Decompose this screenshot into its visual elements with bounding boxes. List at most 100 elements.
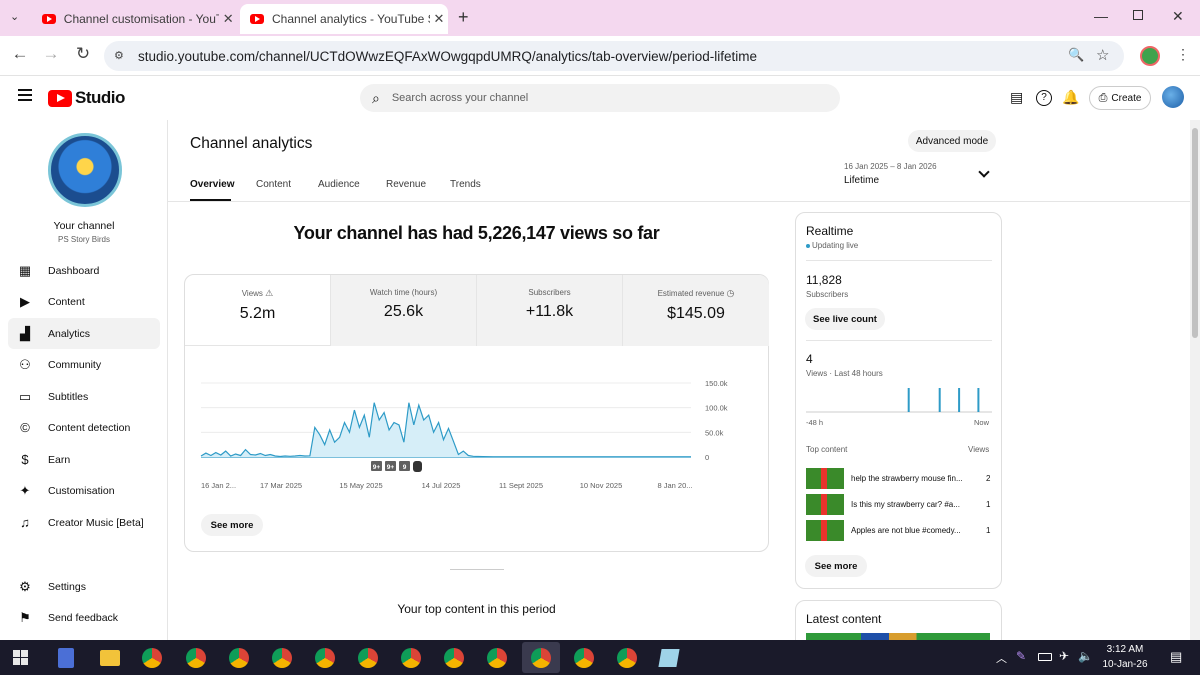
calculator-icon[interactable] xyxy=(58,648,74,668)
page-scrollbar[interactable] xyxy=(1190,120,1200,640)
tab-content[interactable]: Content xyxy=(256,179,292,190)
views-headline: Your channel has had 5,226,147 views so … xyxy=(293,223,660,243)
tab-audience[interactable]: Audience xyxy=(318,179,360,190)
top-content-row[interactable]: help the strawberry mouse fin... 2 xyxy=(806,468,992,490)
hamburger-menu-icon[interactable] xyxy=(18,89,32,101)
realtime-card: Realtime Updating live 11,828 Subscriber… xyxy=(795,212,1002,589)
chrome-profile-icon[interactable] xyxy=(531,648,551,668)
close-tab-icon[interactable]: ✕ xyxy=(433,11,445,26)
create-button[interactable]: ⎙ Create xyxy=(1089,86,1151,110)
realtime-views-chart[interactable] xyxy=(806,383,992,413)
top-content-row[interactable]: Apples are not blue #comedy... 1 xyxy=(806,520,992,542)
sidebar-item-label: Subtitles xyxy=(48,390,89,403)
chrome-profile-icon[interactable] xyxy=(487,648,507,668)
file-explorer-icon[interactable] xyxy=(100,650,120,666)
y-tick-label: 150.0k xyxy=(705,379,728,388)
channel-avatar[interactable] xyxy=(48,133,122,207)
notification-center-icon[interactable]: ▤ xyxy=(1170,649,1183,664)
metric-label: Watch time (hours) xyxy=(369,288,438,297)
tab-overview[interactable]: Overview xyxy=(190,179,235,190)
studio-logo[interactable]: Studio xyxy=(48,88,125,108)
clock-icon: ◷ xyxy=(726,288,735,298)
chrome-profile-icon[interactable] xyxy=(444,648,464,668)
restore-icon[interactable] xyxy=(1133,10,1143,20)
sidebar-item-creator-music[interactable]: ♫ Creator Music [Beta] xyxy=(8,507,160,538)
tab-channel-analytics[interactable]: Channel analytics - YouTube Studio ✕ xyxy=(240,4,448,34)
period-selector[interactable]: 16 Jan 2025 – 8 Jan 2026 Lifetime xyxy=(844,162,994,192)
url-field[interactable]: ⚙ studio.youtube.com/channel/UCTdOWwzEQF… xyxy=(104,41,1124,71)
channel-search-input[interactable]: ⌕ Search across your channel xyxy=(360,84,840,112)
zoom-icon[interactable]: 🔍 xyxy=(1068,47,1085,62)
profile-avatar-icon[interactable] xyxy=(1140,46,1160,66)
network-icon[interactable]: ✈ xyxy=(1059,649,1070,663)
close-window-icon[interactable]: ✕ xyxy=(1172,8,1184,24)
chrome-profile-icon[interactable] xyxy=(617,648,637,668)
chrome-profile-icon[interactable] xyxy=(315,648,335,668)
metric-value: 5.2m xyxy=(239,305,276,322)
battery-icon[interactable] xyxy=(1038,653,1052,661)
sidebar-item-subtitles[interactable]: ▭ Subtitles xyxy=(8,381,160,412)
top-content-row[interactable]: Is this my strawberry car? #a... 1 xyxy=(806,494,992,516)
metric-revenue[interactable]: Estimated revenue ◷ $145.09 xyxy=(623,275,769,346)
tab-channel-customisation[interactable]: Channel customisation - YouTube Studio ✕ xyxy=(32,4,237,34)
reload-icon[interactable]: ↻ xyxy=(75,44,91,63)
new-tab-button[interactable]: + xyxy=(458,7,469,27)
close-tab-icon[interactable]: ✕ xyxy=(222,11,234,26)
sidebar-item-content[interactable]: ▶ Content xyxy=(8,286,160,317)
overview-see-more-button[interactable]: See more xyxy=(201,514,263,536)
windows-start-icon[interactable] xyxy=(13,650,28,665)
sidebar-item-dashboard[interactable]: ▦ Dashboard xyxy=(8,255,160,286)
tab-revenue[interactable]: Revenue xyxy=(386,179,427,190)
chrome-profile-icon[interactable] xyxy=(574,648,594,668)
metric-views[interactable]: Views ⚠ 5.2m xyxy=(185,275,331,346)
account-avatar[interactable] xyxy=(1162,86,1184,108)
volume-icon[interactable]: 🔈 xyxy=(1078,649,1093,663)
chrome-profile-icon[interactable] xyxy=(401,648,421,668)
pen-icon[interactable]: ✎ xyxy=(1016,649,1027,663)
tab-title: Channel customisation - YouTube Studio xyxy=(63,12,220,26)
content-marker[interactable]: 9+ xyxy=(371,461,382,471)
site-info-icon[interactable]: ⚙ xyxy=(114,50,124,62)
advanced-mode-button[interactable]: Advanced mode xyxy=(908,130,996,152)
bookmark-star-icon[interactable]: ☆ xyxy=(1096,47,1110,64)
sidebar-item-analytics[interactable]: ▟ Analytics xyxy=(8,318,160,349)
sidebar-item-settings[interactable]: ⚙ Settings xyxy=(8,571,160,602)
scrollbar-thumb[interactable] xyxy=(1192,128,1198,338)
minimize-icon[interactable]: — xyxy=(1094,8,1108,24)
analytics-main: Channel analytics Advanced mode Overview… xyxy=(168,120,1190,660)
forward-icon[interactable]: → xyxy=(42,44,60,63)
sidebar-item-content-detection[interactable]: © Content detection xyxy=(8,412,160,443)
notifications-icon[interactable]: 🔔 xyxy=(1062,89,1080,105)
back-icon[interactable]: ← xyxy=(11,44,29,63)
content-marker[interactable]: 9 xyxy=(399,461,410,471)
sidebar-item-feedback[interactable]: ⚑ Send feedback xyxy=(8,602,160,633)
x-tick-label: 17 Mar 2025 xyxy=(260,481,302,490)
show-hidden-icons[interactable]: ︿ xyxy=(996,653,1007,665)
views-chart[interactable]: 150.0k 100.0k 50.0k 0 16 Jan 2... 17 Mar 202… xyxy=(195,373,755,498)
taskbar-date[interactable]: 10-Jan-26 xyxy=(1102,659,1148,670)
taskbar-time[interactable]: 3:12 AM xyxy=(1106,644,1144,655)
comments-icon[interactable]: ▤ xyxy=(1010,89,1024,105)
video-thumbnail xyxy=(806,494,844,515)
chrome-profile-icon[interactable] xyxy=(229,648,249,668)
chrome-icon[interactable] xyxy=(142,648,162,668)
chrome-profile-icon[interactable] xyxy=(358,648,378,668)
realtime-see-more-button[interactable]: See more xyxy=(805,555,867,577)
chrome-profile-icon[interactable] xyxy=(186,648,206,668)
sidebar-item-earn[interactable]: $ Earn xyxy=(8,444,160,475)
help-icon[interactable]: ? xyxy=(1036,90,1052,106)
metric-subscribers[interactable]: Subscribers +11.8k xyxy=(477,275,623,346)
sidebar-item-customisation[interactable]: ✦ Customisation xyxy=(8,475,160,506)
overview-card: Views ⚠ 5.2m Watch time (hours) 25.6k Su… xyxy=(184,274,769,552)
shorts-icon[interactable] xyxy=(413,461,422,472)
browser-menu-icon[interactable]: ⋮ xyxy=(1176,46,1190,62)
content-marker[interactable]: 9+ xyxy=(385,461,396,471)
metric-watch-time[interactable]: Watch time (hours) 25.6k xyxy=(331,275,477,346)
tab-list-icon[interactable]: ⌄ xyxy=(10,11,20,23)
page-title: Channel analytics xyxy=(190,135,313,152)
chrome-profile-icon[interactable] xyxy=(272,648,292,668)
tab-trends[interactable]: Trends xyxy=(450,179,481,190)
sidebar-item-community[interactable]: ⚇ Community xyxy=(8,349,160,380)
see-live-count-button[interactable]: See live count xyxy=(805,308,885,330)
notepad-icon[interactable] xyxy=(658,649,680,667)
